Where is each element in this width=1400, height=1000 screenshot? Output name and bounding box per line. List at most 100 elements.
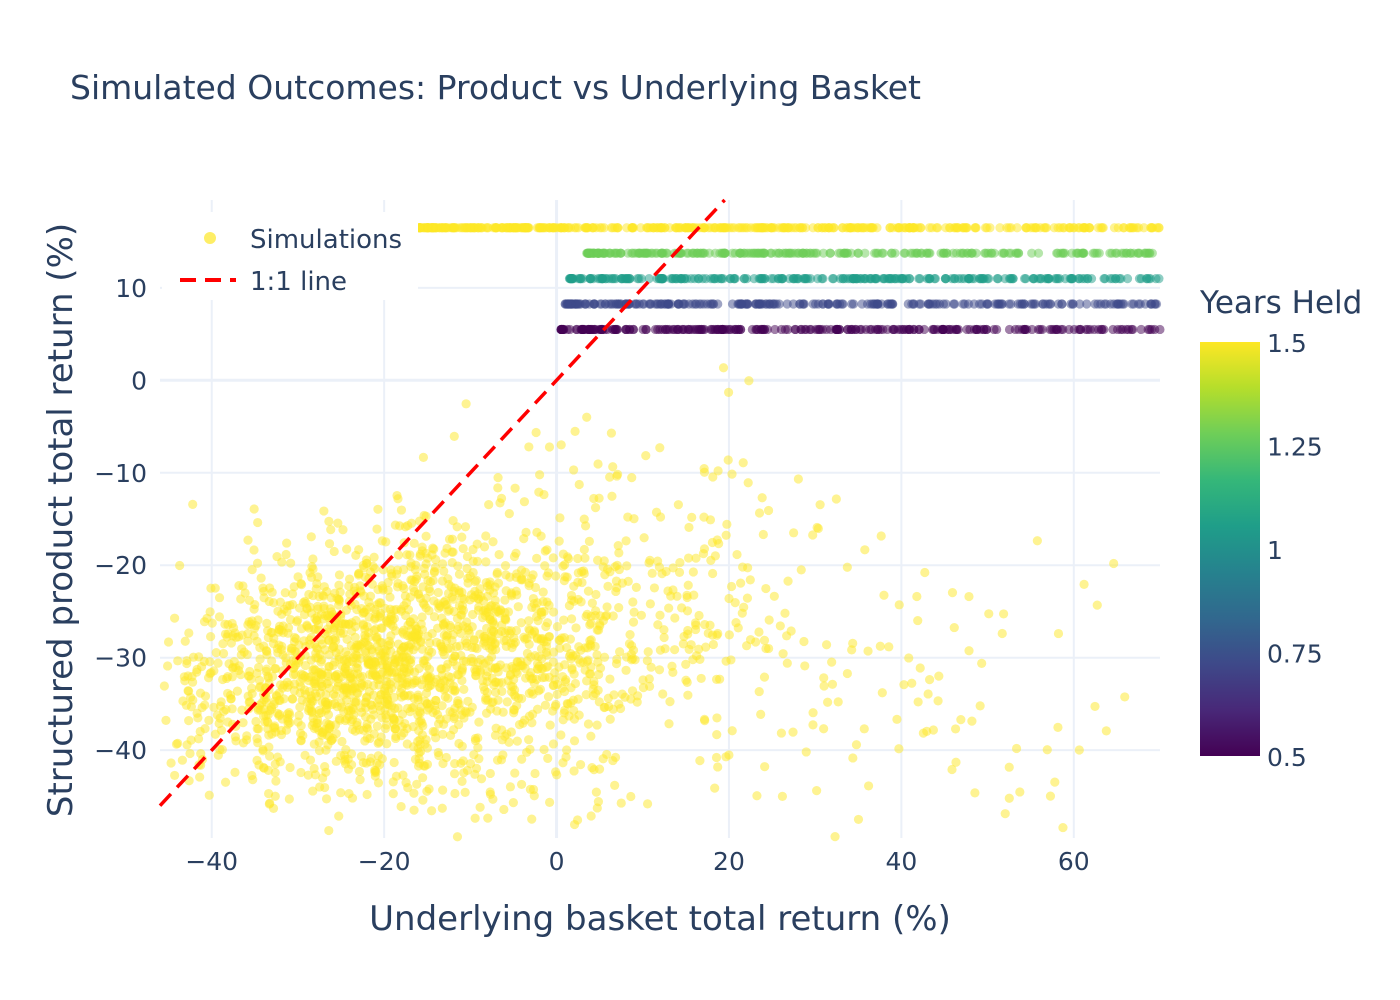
simulation-point bbox=[628, 597, 638, 607]
simulation-point bbox=[644, 674, 654, 684]
simulation-point bbox=[599, 556, 609, 566]
simulation-point bbox=[595, 611, 605, 621]
x-tick-label: 40 bbox=[885, 847, 917, 876]
simulation-point bbox=[264, 730, 274, 740]
simulation-point bbox=[494, 549, 504, 560]
reference-line-1-to-1 bbox=[158, 198, 726, 807]
simulation-point bbox=[823, 697, 833, 707]
reference-line bbox=[158, 198, 726, 807]
simulation-point bbox=[900, 248, 910, 258]
simulation-point bbox=[238, 718, 248, 728]
simulation-point bbox=[467, 622, 477, 632]
simulation-point bbox=[230, 732, 241, 742]
simulation-point bbox=[438, 223, 449, 233]
simulation-point bbox=[1113, 223, 1123, 233]
simulation-point bbox=[1151, 273, 1161, 284]
simulation-point bbox=[262, 646, 272, 656]
simulation-point bbox=[851, 740, 862, 750]
simulation-point bbox=[1099, 324, 1109, 335]
simulation-point bbox=[1037, 324, 1047, 335]
simulation-point bbox=[341, 605, 351, 615]
simulation-point bbox=[918, 728, 928, 738]
simulation-point bbox=[752, 791, 762, 801]
simulation-point bbox=[323, 668, 333, 678]
simulation-point bbox=[528, 689, 538, 699]
simulation-point bbox=[742, 248, 752, 258]
simulation-point bbox=[1050, 777, 1060, 787]
simulation-point bbox=[499, 804, 509, 815]
simulation-point bbox=[738, 458, 748, 468]
simulation-point bbox=[1105, 273, 1115, 284]
simulation-point bbox=[317, 727, 327, 738]
simulation-point bbox=[565, 273, 575, 284]
simulation-point bbox=[580, 553, 590, 563]
simulation-point bbox=[254, 700, 265, 710]
simulation-point bbox=[452, 613, 463, 624]
simulation-point bbox=[831, 299, 842, 309]
simulation-point bbox=[730, 598, 740, 608]
simulation-point bbox=[593, 555, 603, 565]
simulation-point bbox=[484, 655, 494, 665]
simulation-point bbox=[724, 750, 734, 760]
simulation-point bbox=[296, 669, 306, 679]
simulation-point bbox=[907, 299, 917, 309]
simulation-point bbox=[808, 530, 818, 540]
simulation-point bbox=[626, 791, 636, 802]
simulation-point bbox=[711, 752, 722, 763]
simulation-point bbox=[848, 299, 859, 309]
simulation-point bbox=[668, 563, 678, 573]
simulation-point bbox=[588, 691, 598, 701]
simulation-point bbox=[428, 726, 438, 737]
simulation-point bbox=[362, 679, 373, 689]
simulation-point bbox=[583, 719, 594, 729]
simulation-point bbox=[568, 695, 578, 705]
simulation-point bbox=[592, 720, 602, 730]
simulation-point bbox=[614, 699, 624, 709]
simulation-point bbox=[334, 811, 344, 821]
simulation-point bbox=[613, 469, 623, 479]
simulation-point bbox=[713, 299, 723, 309]
simulation-point bbox=[377, 536, 387, 546]
simulation-point bbox=[322, 586, 332, 597]
simulation-point bbox=[173, 656, 183, 666]
simulation-point bbox=[469, 635, 479, 646]
simulation-point bbox=[252, 734, 262, 744]
simulation-point bbox=[330, 699, 340, 709]
simulation-point bbox=[445, 730, 456, 740]
simulation-point bbox=[262, 618, 272, 628]
simulation-point bbox=[879, 590, 889, 600]
simulation-point bbox=[485, 601, 495, 612]
simulation-point bbox=[428, 707, 438, 718]
simulation-point bbox=[670, 613, 680, 623]
simulation-point bbox=[539, 223, 549, 233]
simulation-point bbox=[759, 248, 769, 258]
simulation-point bbox=[757, 493, 767, 503]
simulation-point bbox=[754, 299, 764, 309]
simulation-point bbox=[1099, 273, 1109, 284]
simulation-point bbox=[389, 692, 399, 703]
simulation-point bbox=[324, 539, 335, 549]
simulation-point bbox=[566, 595, 577, 605]
simulation-point bbox=[539, 636, 549, 647]
simulation-point bbox=[450, 223, 460, 233]
simulation-point bbox=[365, 602, 375, 612]
simulation-point bbox=[763, 505, 774, 516]
simulation-point bbox=[1093, 299, 1103, 309]
simulation-point bbox=[1144, 248, 1154, 258]
simulation-point bbox=[823, 299, 833, 309]
simulation-point bbox=[572, 815, 583, 825]
simulation-point bbox=[552, 689, 562, 700]
simulation-point bbox=[1029, 299, 1039, 309]
simulation-point bbox=[562, 572, 572, 582]
simulation-point bbox=[655, 610, 665, 620]
simulation-point bbox=[321, 745, 331, 755]
simulation-point bbox=[729, 273, 739, 284]
simulation-point bbox=[357, 707, 367, 717]
simulation-point bbox=[1040, 223, 1050, 233]
simulation-point bbox=[499, 636, 509, 646]
simulation-point bbox=[1015, 787, 1025, 797]
simulation-point bbox=[435, 678, 446, 689]
simulation-point bbox=[585, 636, 595, 646]
simulation-point bbox=[382, 670, 392, 680]
legend[interactable]: Simulations 1:1 line bbox=[162, 212, 418, 300]
